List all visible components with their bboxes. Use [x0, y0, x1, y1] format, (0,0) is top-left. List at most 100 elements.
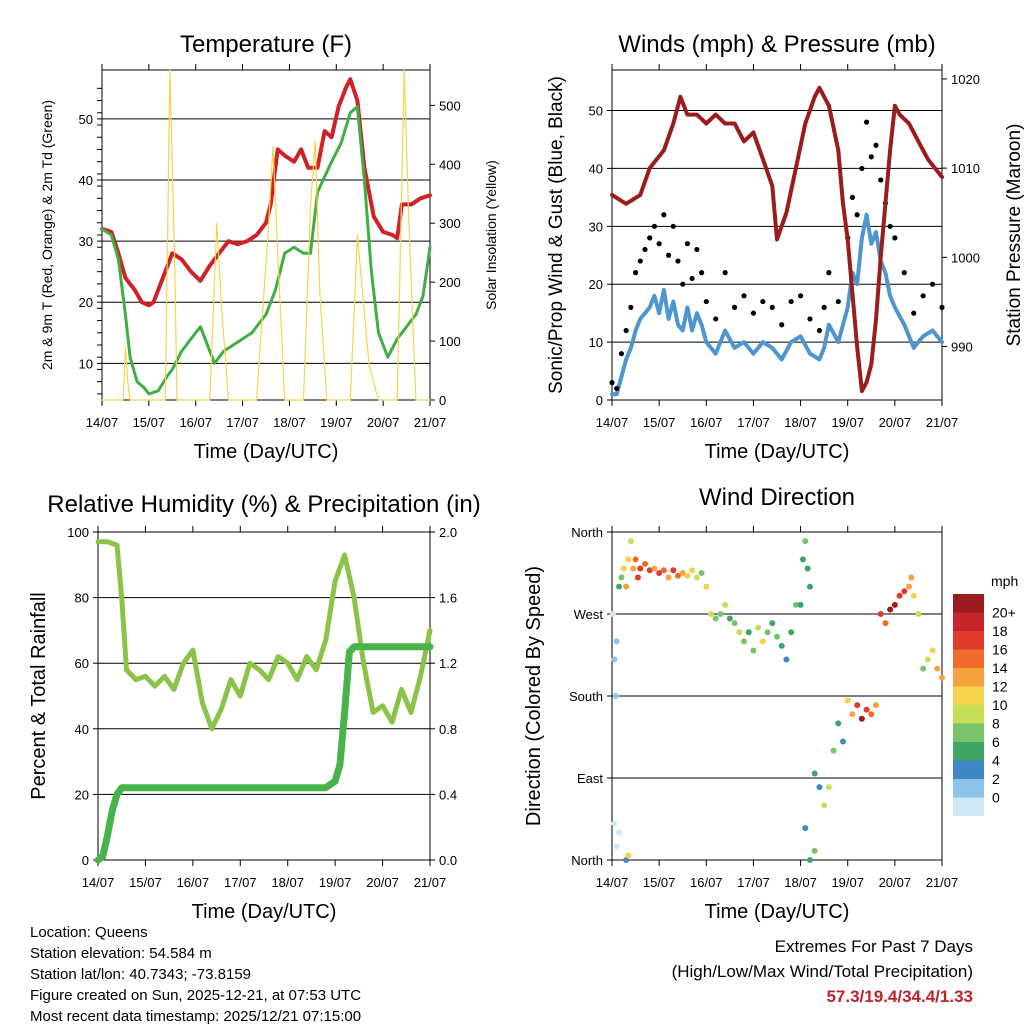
dir-point — [891, 601, 898, 608]
dir-point — [910, 592, 917, 599]
wind-gust-point — [632, 270, 639, 276]
legend-swatch — [953, 723, 984, 742]
dir-point — [788, 629, 795, 636]
wind-plot-frame — [611, 69, 943, 401]
legend-swatch — [953, 797, 984, 816]
legend-label: 18 — [992, 623, 1008, 639]
dir-point — [868, 711, 875, 718]
dir-point — [717, 611, 724, 617]
wind-ytick-label: 0 — [596, 393, 603, 408]
temp-y2-axis-label: Solar Insolation (Yellow) — [483, 160, 499, 310]
wind-gust-point — [901, 270, 907, 276]
wind-gust-point — [614, 385, 620, 392]
wind-ytick-label: 50 — [589, 104, 603, 119]
wind-gust-point — [651, 223, 658, 229]
dir-point — [712, 615, 719, 622]
dir-ytick-label: North — [571, 525, 603, 540]
legend-swatch — [953, 594, 984, 613]
legend-label: 20+ — [992, 605, 1016, 621]
dir-point — [670, 567, 677, 574]
wind-xtick-label: 14/07 — [596, 415, 629, 430]
dir-point — [759, 638, 766, 645]
legend-label: 10 — [992, 697, 1008, 713]
wind-y2tick-label: 990 — [951, 339, 973, 354]
rh-y2tick-label: 1.6 — [439, 591, 457, 606]
wind-xtick-label: 15/07 — [643, 415, 676, 430]
wind-gust-point — [623, 327, 629, 334]
rh-ytick-label: 60 — [75, 656, 89, 671]
temp-y-axis-label: 2m & 9m T (Red, Orange) & 2m Td (Green) — [39, 100, 55, 370]
dir-point — [807, 857, 813, 863]
wind-gust-point — [675, 258, 681, 264]
dir-point — [797, 601, 804, 608]
wind-gust-point — [741, 293, 747, 299]
wind-xtick-label: 16/07 — [690, 415, 723, 430]
extremes-box: Extremes For Past 7 Days (High/Low/Max W… — [672, 934, 973, 1009]
dir-xtick-label: 14/07 — [596, 875, 629, 890]
legend-title: mph — [991, 573, 1018, 589]
wind-gust-point — [703, 298, 709, 305]
wind-gust-point — [797, 293, 804, 299]
wind-chart-title: Winds (mph) & Pressure (mb) — [618, 31, 935, 58]
wind-gust-point — [835, 298, 841, 305]
dir-point — [774, 633, 780, 640]
temp-y2tick-label: 400 — [439, 157, 461, 172]
rh-xtick-label: 16/07 — [177, 875, 210, 890]
dir-xtick-label: 21/07 — [926, 875, 959, 890]
wind-gust-point — [788, 298, 794, 305]
temp-x-axis-label: Time (Day/UTC) — [194, 441, 339, 463]
wind-gust-point — [821, 304, 827, 310]
station-latlon: Station lat/lon: 40.7343; -73.8159 — [30, 966, 252, 983]
legend-swatch — [953, 705, 984, 724]
temp-ytick-label: 20 — [79, 295, 93, 310]
temp-series-solar — [101, 69, 431, 401]
dir-point — [802, 825, 809, 832]
wind-series-sonic — [610, 212, 944, 397]
temp-xtick-label: 17/07 — [226, 415, 259, 430]
wind-gust-point — [807, 316, 813, 322]
wind-gust-point — [929, 281, 936, 287]
wind-gust-point — [637, 258, 643, 264]
temp-ytick-label: 40 — [79, 173, 93, 188]
wind-gust-point — [670, 223, 676, 229]
wind-gust-point — [618, 351, 625, 357]
dir-point — [612, 693, 619, 699]
wind-gust-point — [779, 322, 785, 328]
rh-xtick-label: 14/07 — [82, 875, 115, 890]
dir-point — [811, 847, 818, 854]
dir-point — [613, 638, 620, 645]
station-info: Location: Queens Station elevation: 54.5… — [30, 922, 361, 1027]
dir-ytick-label: South — [569, 689, 603, 704]
dir-point — [783, 656, 790, 663]
dir-point — [939, 674, 945, 681]
temp-ytick-label: 30 — [79, 234, 93, 249]
dir-xtick-label: 16/07 — [690, 875, 723, 890]
rh-series-precip — [94, 643, 434, 864]
rh-ytick-label: 20 — [75, 787, 89, 802]
wind-gust-point — [750, 310, 757, 316]
legend-swatch — [953, 668, 984, 687]
dir-point — [835, 720, 842, 727]
dir-ytick-label: North — [571, 853, 603, 868]
legend-label: 14 — [992, 660, 1008, 676]
dir-point — [802, 538, 809, 545]
legend-label: 8 — [992, 716, 1000, 732]
dir-point — [642, 560, 648, 567]
wind-gust-point — [684, 241, 691, 247]
wind-gust-point — [892, 235, 898, 241]
dir-point — [873, 702, 879, 709]
wind-xtick-label: 19/07 — [831, 415, 864, 430]
wind-gust-point — [887, 223, 893, 229]
dir-point — [830, 747, 837, 754]
rh-y2tick-label: 0.8 — [439, 722, 457, 737]
dir-point — [934, 665, 941, 672]
dir-point — [929, 647, 936, 654]
dir-point — [684, 572, 691, 579]
dir-point — [665, 574, 672, 581]
rh-xtick-label: 18/07 — [271, 875, 304, 890]
wind-series-pressure — [610, 85, 944, 394]
dir-point — [623, 857, 630, 863]
dir-point — [611, 820, 618, 827]
dir-point — [627, 538, 634, 545]
dir-point — [679, 570, 686, 576]
